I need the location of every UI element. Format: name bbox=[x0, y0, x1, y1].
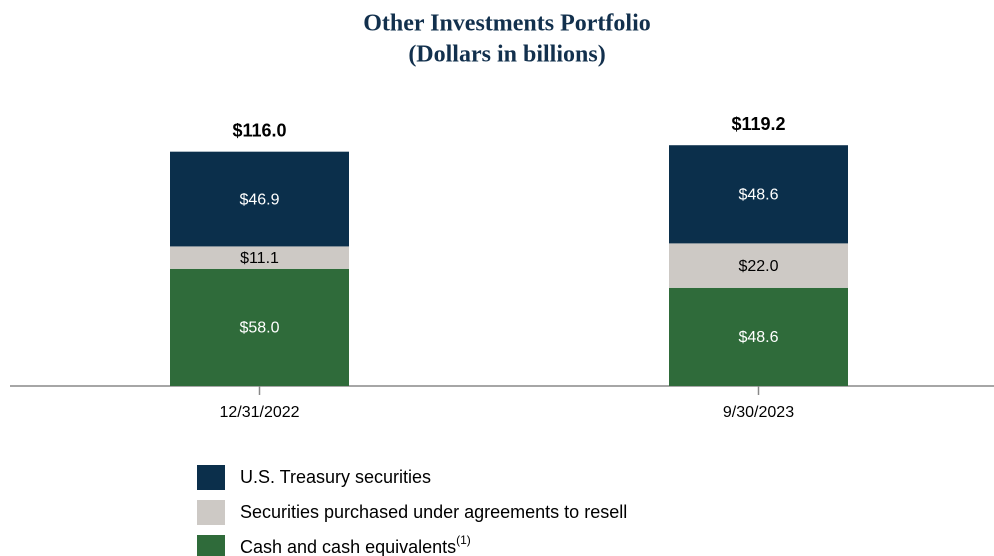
value-label: $46.9 bbox=[239, 191, 279, 208]
legend-text: Cash and cash equivalents bbox=[240, 537, 456, 556]
legend-label: Cash and cash equivalents(1) bbox=[240, 533, 471, 556]
legend-swatch bbox=[197, 500, 225, 525]
legend-label: U.S. Treasury securities bbox=[240, 467, 431, 487]
legend-text: Securities purchased under agreements to… bbox=[240, 502, 627, 522]
bar-segment bbox=[669, 287, 848, 386]
total-label: $116.0 bbox=[232, 120, 286, 140]
bar-segment bbox=[170, 246, 349, 269]
bar-segment bbox=[170, 268, 349, 386]
x-tick-label: 9/30/2023 bbox=[723, 404, 794, 421]
legend-swatch bbox=[197, 465, 225, 490]
bar-segment bbox=[170, 151, 349, 247]
value-label: $58.0 bbox=[239, 320, 279, 337]
value-label: $11.1 bbox=[240, 250, 279, 267]
value-label: $48.6 bbox=[738, 187, 778, 204]
x-tick-label: 12/31/2022 bbox=[219, 404, 299, 421]
chart-subtitle: (Dollars in billions) bbox=[408, 42, 605, 68]
chart-title: Other Investments Portfolio bbox=[363, 11, 651, 37]
total-label: $119.2 bbox=[731, 114, 785, 134]
value-label: $22.0 bbox=[738, 258, 778, 275]
bar-segment bbox=[669, 145, 848, 244]
bar-segment bbox=[669, 243, 848, 288]
value-label: $48.6 bbox=[738, 329, 778, 346]
legend-footnote: (1) bbox=[456, 533, 471, 547]
legend-label: Securities purchased under agreements to… bbox=[240, 502, 627, 522]
legend-text: U.S. Treasury securities bbox=[240, 467, 431, 487]
legend-swatch bbox=[197, 535, 225, 556]
